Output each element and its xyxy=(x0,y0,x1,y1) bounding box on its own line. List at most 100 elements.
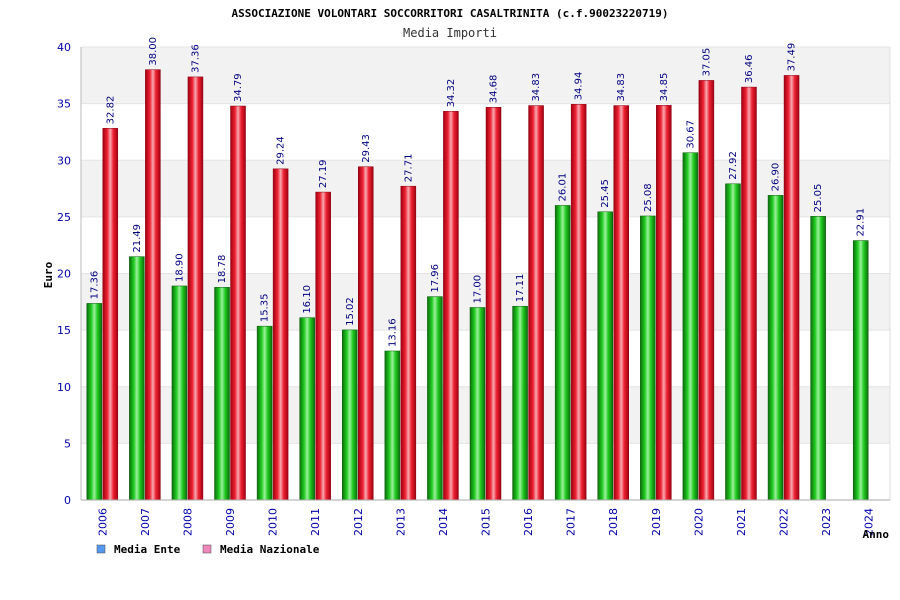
legend: Media Ente Media Nazionale xyxy=(96,543,320,556)
data-label: 34.79 xyxy=(233,73,244,102)
data-label: 32.82 xyxy=(105,96,116,125)
bar-media-ente xyxy=(725,183,741,501)
bar-media-nazionale xyxy=(613,105,629,501)
bar-media-nazionale xyxy=(443,111,459,501)
data-label: 37.36 xyxy=(190,44,201,73)
x-tick-label: 2023 xyxy=(820,508,833,536)
bar-media-nazionale xyxy=(656,105,672,501)
bar-media-ente xyxy=(427,296,443,501)
data-label: 26.90 xyxy=(771,163,782,192)
bar-media-ente xyxy=(469,307,486,501)
x-tick-label: 2009 xyxy=(224,508,237,536)
x-tick-label: 2012 xyxy=(352,508,365,536)
data-label: 34.83 xyxy=(531,73,542,102)
data-label: 34.85 xyxy=(659,73,670,102)
data-label: 37.05 xyxy=(701,48,712,77)
x-tick-label: 2018 xyxy=(607,508,620,536)
data-label: 36.46 xyxy=(744,54,755,83)
data-label: 17.11 xyxy=(515,274,526,303)
data-label: 17.96 xyxy=(430,264,441,293)
x-axis-label: Anno xyxy=(863,528,890,541)
x-tick-label: 2007 xyxy=(139,508,152,536)
bar-media-nazionale xyxy=(358,166,374,501)
bar-media-nazionale xyxy=(741,86,757,501)
data-label: 18.90 xyxy=(174,253,185,282)
x-tick-label: 2008 xyxy=(181,508,194,536)
y-tick-label: 10 xyxy=(57,381,71,394)
bar-media-nazionale xyxy=(230,105,246,501)
x-tick-label: 2016 xyxy=(522,508,535,536)
data-label: 13.16 xyxy=(387,318,398,347)
data-label: 38.00 xyxy=(148,37,159,66)
legend-label-media-ente: Media Ente xyxy=(114,543,181,556)
x-axis: 2006 2007 2008 2009 2010 2011 2012 2013 2014 2015… xyxy=(81,499,890,536)
bar-media-ente xyxy=(214,287,230,501)
bar-media-nazionale xyxy=(485,106,502,501)
data-label: 15.35 xyxy=(260,294,271,323)
bar-media-ente xyxy=(810,216,826,501)
bar-media-ente xyxy=(86,303,103,501)
bar-media-ente xyxy=(171,285,188,501)
y-tick-label: 0 xyxy=(64,494,71,507)
x-tick-label: 2006 xyxy=(96,508,109,536)
bar-media-ente xyxy=(767,195,784,501)
y-tick-label: 20 xyxy=(57,268,71,281)
bar-media-nazionale xyxy=(272,168,289,501)
bar-media-nazionale xyxy=(187,76,204,501)
data-label: 27.19 xyxy=(318,159,329,188)
x-tick-label: 2019 xyxy=(650,508,663,536)
bar-media-nazionale xyxy=(570,104,587,501)
data-label: 18.78 xyxy=(217,255,228,284)
bar-media-ente xyxy=(129,256,145,501)
y-axis-label: Euro xyxy=(42,261,55,288)
data-label: 37.49 xyxy=(787,43,798,72)
bars: 17.36 32.82 21.49 38.00 18.90 37.36 18.78 34.79… xyxy=(86,37,869,501)
x-tick-label: 2014 xyxy=(437,508,450,536)
data-label: 25.08 xyxy=(643,183,654,212)
bar-media-ente xyxy=(852,240,869,501)
x-tick-label: 2021 xyxy=(735,508,748,536)
data-label: 21.49 xyxy=(132,224,143,253)
bar-media-nazionale xyxy=(783,75,800,501)
data-label: 27.71 xyxy=(403,154,414,183)
bar-media-ente xyxy=(342,329,358,501)
x-tick-label: 2015 xyxy=(480,508,493,536)
legend-swatch-media-ente xyxy=(96,544,106,554)
x-tick-label: 2020 xyxy=(692,508,705,536)
legend-label-media-nazionale: Media Nazionale xyxy=(220,543,320,556)
y-tick-label: 25 xyxy=(57,211,71,224)
data-label: 34.68 xyxy=(489,75,500,104)
bar-media-nazionale xyxy=(145,69,161,501)
data-label: 30.67 xyxy=(685,120,696,149)
bar-media-ente xyxy=(554,205,571,501)
bar-media-nazionale xyxy=(528,105,544,501)
data-label: 25.05 xyxy=(813,184,824,213)
y-tick-label: 35 xyxy=(57,98,71,111)
data-label: 27.92 xyxy=(728,151,739,180)
data-label: 29.24 xyxy=(276,136,287,165)
data-label: 17.36 xyxy=(89,271,100,300)
bar-media-ente xyxy=(640,215,656,501)
x-tick-label: 2010 xyxy=(267,508,280,536)
x-tick-label: 2013 xyxy=(394,508,407,536)
data-label: 34.32 xyxy=(446,79,457,108)
chart-title: ASSOCIAZIONE VOLONTARI SOCCORRITORI CASA… xyxy=(231,7,668,20)
bar-media-ente xyxy=(384,350,401,501)
bar-media-nazionale xyxy=(102,128,119,501)
bar-media-nazionale xyxy=(400,185,417,501)
data-label: 17.00 xyxy=(473,275,484,304)
bar-media-ente xyxy=(682,152,699,501)
data-label: 26.01 xyxy=(558,173,569,202)
legend-swatch-media-nazionale xyxy=(202,544,212,554)
y-axis: 0 5 10 15 20 25 30 35 40 xyxy=(57,41,891,507)
x-tick-label: 2011 xyxy=(309,508,322,536)
bar-media-nazionale xyxy=(698,80,715,501)
data-label: 22.91 xyxy=(856,208,867,237)
bar-media-ente xyxy=(597,211,613,501)
y-tick-label: 30 xyxy=(57,154,71,167)
bar-media-ente xyxy=(299,317,315,501)
y-tick-label: 15 xyxy=(57,324,71,337)
bar-media-ente xyxy=(256,325,273,501)
